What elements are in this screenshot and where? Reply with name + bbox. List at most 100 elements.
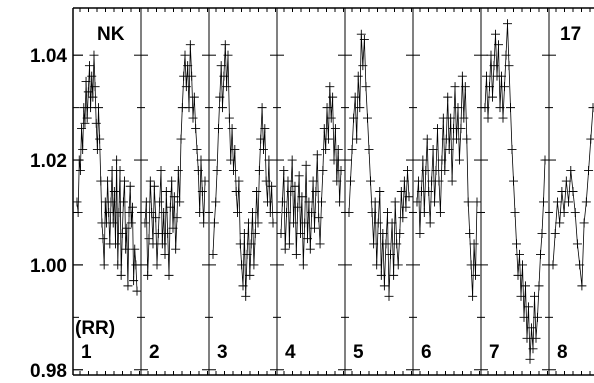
data-point bbox=[228, 166, 238, 176]
data-point bbox=[245, 270, 255, 280]
data-point bbox=[246, 239, 256, 249]
data-point bbox=[488, 92, 497, 102]
data-point bbox=[130, 244, 140, 254]
data-point bbox=[216, 61, 226, 71]
data-point bbox=[90, 82, 100, 92]
data-point bbox=[314, 213, 324, 223]
data-point bbox=[241, 291, 251, 301]
data-point bbox=[222, 82, 232, 92]
data-point bbox=[443, 92, 453, 102]
data-point bbox=[537, 228, 547, 238]
data-point bbox=[528, 344, 538, 354]
data-point bbox=[358, 61, 368, 71]
data-point bbox=[233, 207, 243, 217]
panel-label-2: 2 bbox=[149, 342, 160, 363]
data-point bbox=[393, 260, 403, 270]
data-point bbox=[530, 291, 539, 301]
y-tick-label: 1.00 bbox=[30, 256, 67, 277]
data-point bbox=[559, 207, 569, 217]
data-point bbox=[125, 181, 135, 191]
data-point bbox=[218, 103, 228, 113]
data-point bbox=[305, 244, 315, 254]
data-point bbox=[220, 40, 230, 50]
data-point bbox=[447, 176, 457, 186]
data-point bbox=[466, 260, 476, 270]
data-point bbox=[444, 145, 454, 155]
data-point bbox=[286, 187, 296, 196]
data-point bbox=[87, 71, 97, 81]
data-point bbox=[167, 176, 177, 186]
data-point bbox=[372, 260, 382, 270]
data-point bbox=[181, 82, 191, 92]
data-point bbox=[364, 145, 374, 155]
data-point bbox=[92, 145, 102, 155]
data-point bbox=[379, 281, 389, 291]
series-line-panel-8 bbox=[552, 107, 594, 286]
data-point bbox=[390, 197, 400, 207]
data-point bbox=[402, 166, 412, 176]
data-point bbox=[151, 213, 161, 223]
data-point bbox=[308, 176, 318, 186]
data-point bbox=[252, 187, 262, 196]
data-point bbox=[382, 207, 392, 217]
data-point bbox=[86, 103, 96, 113]
data-point bbox=[131, 260, 141, 270]
data-point bbox=[303, 234, 313, 244]
data-point bbox=[189, 92, 199, 102]
data-point bbox=[362, 113, 372, 123]
data-point bbox=[291, 249, 301, 259]
data-point bbox=[82, 113, 92, 123]
data-point bbox=[518, 260, 527, 270]
data-point bbox=[143, 270, 153, 280]
data-point bbox=[346, 176, 356, 186]
data-point bbox=[261, 176, 271, 186]
data-point bbox=[424, 187, 434, 196]
data-point bbox=[533, 312, 542, 322]
data-point bbox=[452, 134, 462, 144]
data-point bbox=[485, 82, 494, 92]
data-point bbox=[311, 187, 321, 196]
data-point bbox=[250, 228, 260, 238]
data-point bbox=[428, 145, 438, 155]
data-point bbox=[335, 197, 345, 207]
data-point bbox=[104, 207, 114, 217]
data-point bbox=[349, 113, 359, 123]
data-point bbox=[129, 276, 139, 286]
data-point bbox=[395, 228, 405, 238]
data-point bbox=[159, 207, 169, 217]
data-point bbox=[200, 176, 210, 186]
data-point bbox=[84, 61, 94, 71]
data-point bbox=[290, 181, 300, 191]
data-point bbox=[412, 197, 422, 207]
data-point bbox=[422, 134, 432, 144]
data-point bbox=[469, 239, 479, 249]
data-point bbox=[199, 218, 209, 228]
data-point bbox=[328, 92, 338, 102]
data-point bbox=[132, 286, 142, 296]
data-point bbox=[373, 218, 383, 228]
data-point bbox=[384, 291, 394, 301]
data-point bbox=[163, 228, 173, 238]
data-point bbox=[361, 82, 371, 92]
y-tick-label: 1.02 bbox=[30, 151, 67, 172]
data-point bbox=[219, 71, 229, 81]
data-point bbox=[231, 187, 241, 196]
data-point bbox=[171, 244, 181, 254]
series-line-panel-4 bbox=[280, 86, 342, 265]
data-point bbox=[507, 145, 517, 155]
data-point bbox=[293, 202, 303, 212]
data-point bbox=[527, 323, 536, 333]
data-point bbox=[112, 155, 122, 165]
data-point bbox=[321, 145, 331, 155]
data-point bbox=[396, 187, 406, 196]
data-point bbox=[450, 82, 460, 92]
data-point bbox=[472, 197, 482, 207]
data-point bbox=[256, 134, 266, 144]
data-point bbox=[367, 207, 377, 217]
data-point bbox=[519, 312, 529, 322]
data-point bbox=[145, 176, 155, 186]
data-point bbox=[123, 281, 133, 291]
data-point bbox=[513, 270, 523, 280]
data-point bbox=[525, 354, 535, 364]
